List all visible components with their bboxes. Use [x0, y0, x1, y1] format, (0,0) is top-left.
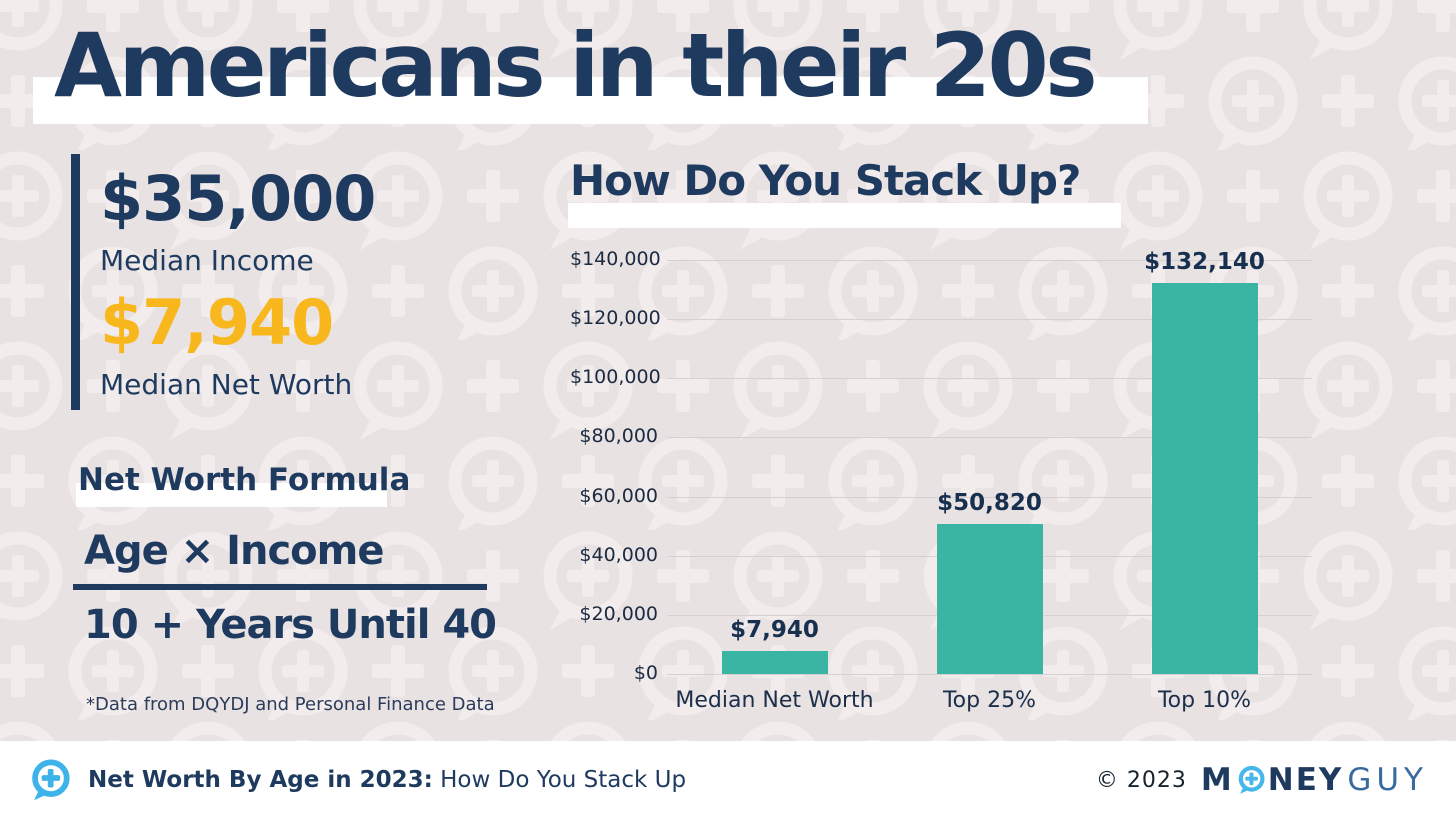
- bar-value-label: $7,940: [730, 616, 819, 643]
- gridline: [667, 674, 1312, 675]
- bar-top-25-: [936, 523, 1043, 674]
- footer-right: © 2023 M NEY GUY: [1096, 762, 1428, 798]
- x-axis-category-label: Top 10%: [1157, 688, 1252, 713]
- bar-median-net-worth: [721, 650, 828, 674]
- bar-chart: $0 $20,000 $40,000 $60,000 $80,000 $100,000 $1…: [570, 248, 1340, 730]
- y-axis-tick-label: $60,000: [579, 484, 658, 507]
- speech-bubble-plus-icon: [32, 759, 70, 801]
- brand-o-bubble-icon: [1238, 765, 1265, 794]
- x-axis-category-label: Top 25%: [942, 688, 1037, 713]
- median-income-value: $35,000: [100, 162, 376, 235]
- formula-divider: [73, 584, 487, 590]
- copyright-text: © 2023: [1095, 767, 1187, 793]
- y-axis-tick-label: $40,000: [579, 543, 658, 566]
- median-networth-label: Median Net Worth: [100, 368, 353, 401]
- footer-bar: Net Worth By Age in 2023: How Do You Sta…: [0, 741, 1456, 819]
- title-highlight-band: [33, 77, 1148, 124]
- bar-value-label: $132,140: [1144, 249, 1265, 276]
- y-axis-tick-label: $100,000: [570, 366, 661, 389]
- formula-denominator: 10 + Years Until 40: [84, 602, 497, 648]
- brand-m: M: [1200, 762, 1234, 798]
- chart-title-highlight-band: [568, 203, 1121, 228]
- stat-accent-bar: [71, 154, 80, 410]
- y-axis-tick-label: $140,000: [570, 248, 661, 270]
- bar-value-label: $50,820: [937, 489, 1042, 516]
- footer-title-bold: Net Worth By Age in 2023:: [88, 767, 433, 793]
- y-axis-tick-label: $20,000: [579, 602, 658, 625]
- y-axis-tick-label: $0: [633, 662, 658, 684]
- median-income-label: Median Income: [100, 244, 314, 277]
- moneyguy-logo: M NEY GUY: [1201, 762, 1428, 798]
- formula-numerator: Age × Income: [84, 528, 384, 574]
- brand-ney: NEY: [1267, 762, 1344, 798]
- formula-heading: Net Worth Formula: [78, 462, 411, 498]
- footer-title: Net Worth By Age in 2023: How Do You Sta…: [88, 767, 686, 793]
- brand-guy: GUY: [1347, 762, 1428, 798]
- median-networth-value: $7,940: [100, 286, 334, 359]
- gridline: [667, 496, 1312, 498]
- page-title: Americans in their 20s: [54, 14, 1098, 117]
- gridline: [667, 378, 1312, 380]
- gridline: [667, 319, 1312, 321]
- x-axis-category-label: Median Net Worth: [675, 688, 874, 713]
- chart-title: How Do You Stack Up?: [570, 156, 1081, 205]
- y-axis-tick-label: $120,000: [570, 307, 661, 330]
- footer-title-regular: How Do You Stack Up: [432, 767, 687, 793]
- y-axis-tick-label: $80,000: [579, 425, 658, 448]
- data-source-footnote: *Data from DQYDJ and Personal Finance Da…: [86, 694, 495, 715]
- gridline: [667, 260, 1312, 261]
- bar-top-10-: [1151, 283, 1258, 674]
- formula-highlight-band: [76, 483, 387, 507]
- gridline: [667, 437, 1312, 439]
